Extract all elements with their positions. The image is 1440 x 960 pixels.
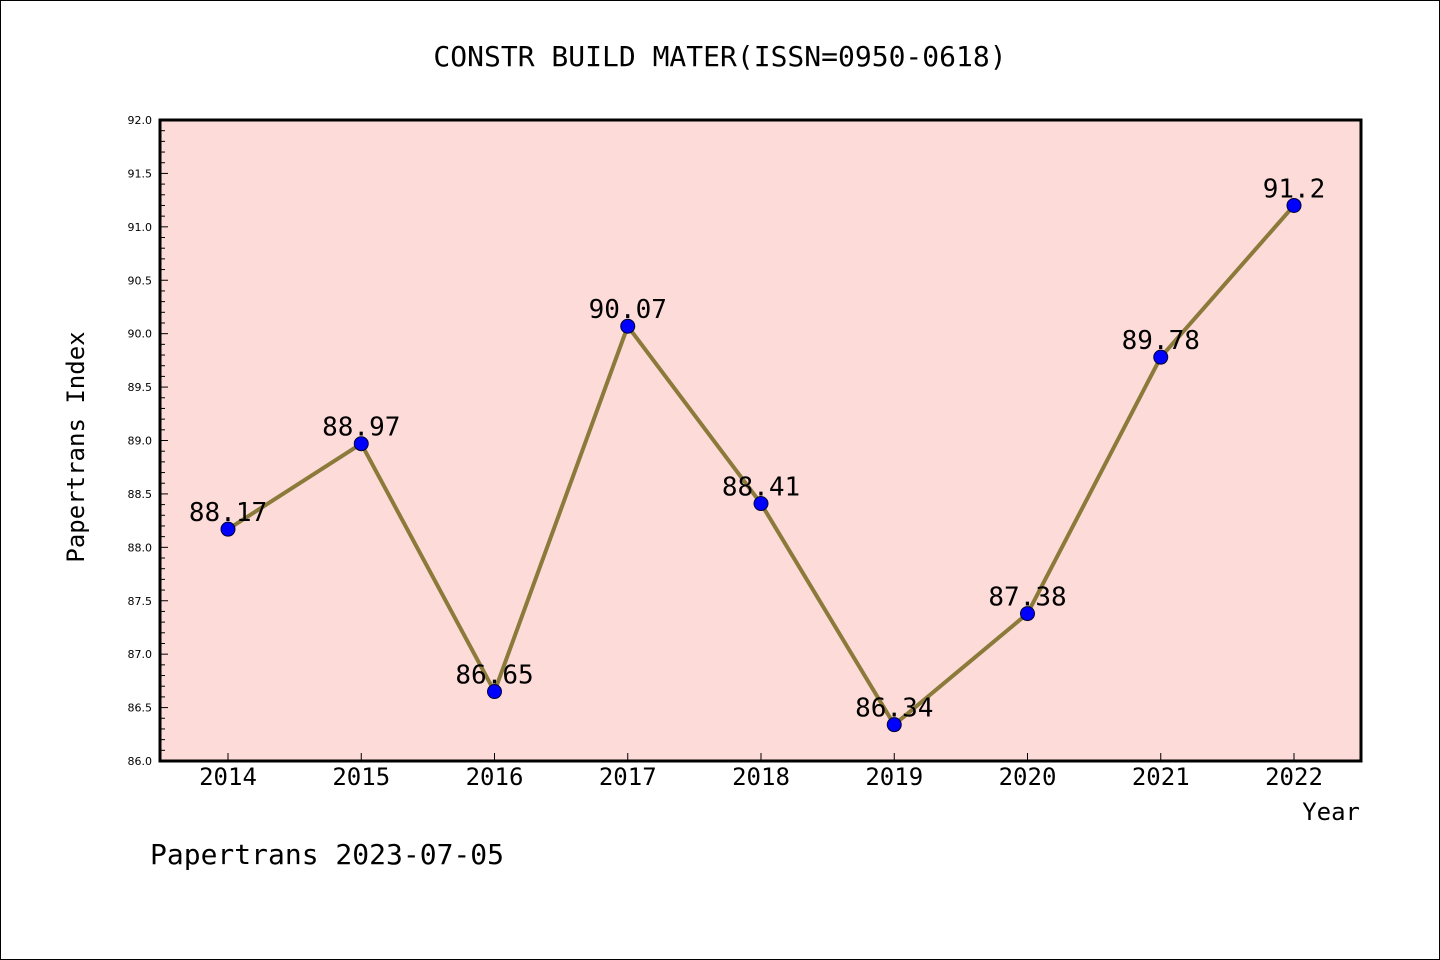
x-tick-label: 2019: [865, 763, 923, 791]
y-tick-label: 88.5: [128, 488, 153, 501]
x-tick-label: 2022: [1265, 763, 1323, 791]
x-tick-label: 2021: [1132, 763, 1190, 791]
data-label: 87.38: [988, 583, 1066, 613]
x-tick-label: 2017: [599, 763, 657, 791]
data-point: [220, 521, 236, 537]
data-labels: 88.17 88.97 86.65 90.07 88.41 86.34 87.38 89.78…: [189, 174, 1325, 723]
data-label: 89.78: [1122, 326, 1200, 356]
data-label: 86.65: [455, 661, 533, 691]
y-tick-label: 91.0: [128, 221, 153, 234]
x-tick-label: 2020: [999, 763, 1057, 791]
y-tick-label: 87.0: [128, 648, 153, 661]
chart-title: CONSTR BUILD MATER(ISSN=0950-0618): [433, 40, 1006, 73]
x-axis-label: Year: [1302, 798, 1360, 826]
x-tick-label: 2016: [466, 763, 524, 791]
data-label: 88.41: [722, 473, 800, 503]
y-tick-label: 86.5: [128, 702, 153, 715]
data-point: [1020, 606, 1035, 622]
y-tick-label: 92.0: [128, 114, 153, 127]
data-label: 88.17: [189, 498, 267, 528]
x-tick-label: 2018: [732, 763, 790, 791]
data-point: [753, 496, 769, 512]
y-tick-label: 86.0: [128, 755, 153, 768]
footer-text: Papertrans 2023-07-05: [150, 838, 504, 871]
data-point: [487, 684, 502, 700]
series-group: [220, 197, 1302, 733]
x-tick-label: 2015: [332, 763, 390, 791]
data-point: [886, 717, 902, 733]
y-tick-label: 90.5: [128, 274, 153, 287]
y-tick-label: 89.0: [128, 435, 153, 448]
y-axis-label: Papertrans Index: [62, 331, 90, 562]
data-label: 88.97: [322, 413, 400, 443]
x-axis: 2014 2015 2016 2017 2018 2019 2020 2021 2022: [199, 753, 1323, 791]
y-tick-label: 91.5: [128, 167, 153, 180]
y-tick-label: 87.5: [128, 595, 153, 608]
y-tick-label: 88.0: [128, 541, 153, 554]
data-label: 86.34: [855, 694, 933, 724]
y-tick-label: 89.5: [128, 381, 153, 394]
data-point: [353, 436, 369, 452]
x-tick-label: 2014: [199, 763, 257, 791]
data-label: 91.2: [1263, 174, 1326, 204]
data-label: 90.07: [589, 295, 667, 325]
data-point: [1153, 349, 1169, 365]
data-point: [620, 318, 636, 334]
y-tick-label: 90.0: [128, 328, 153, 341]
data-point: [1286, 197, 1302, 213]
y-axis: 86.0 86.5 87.0 87.5 88.0 88.5 89.0 89.5 90.0 90.5…: [128, 114, 168, 768]
